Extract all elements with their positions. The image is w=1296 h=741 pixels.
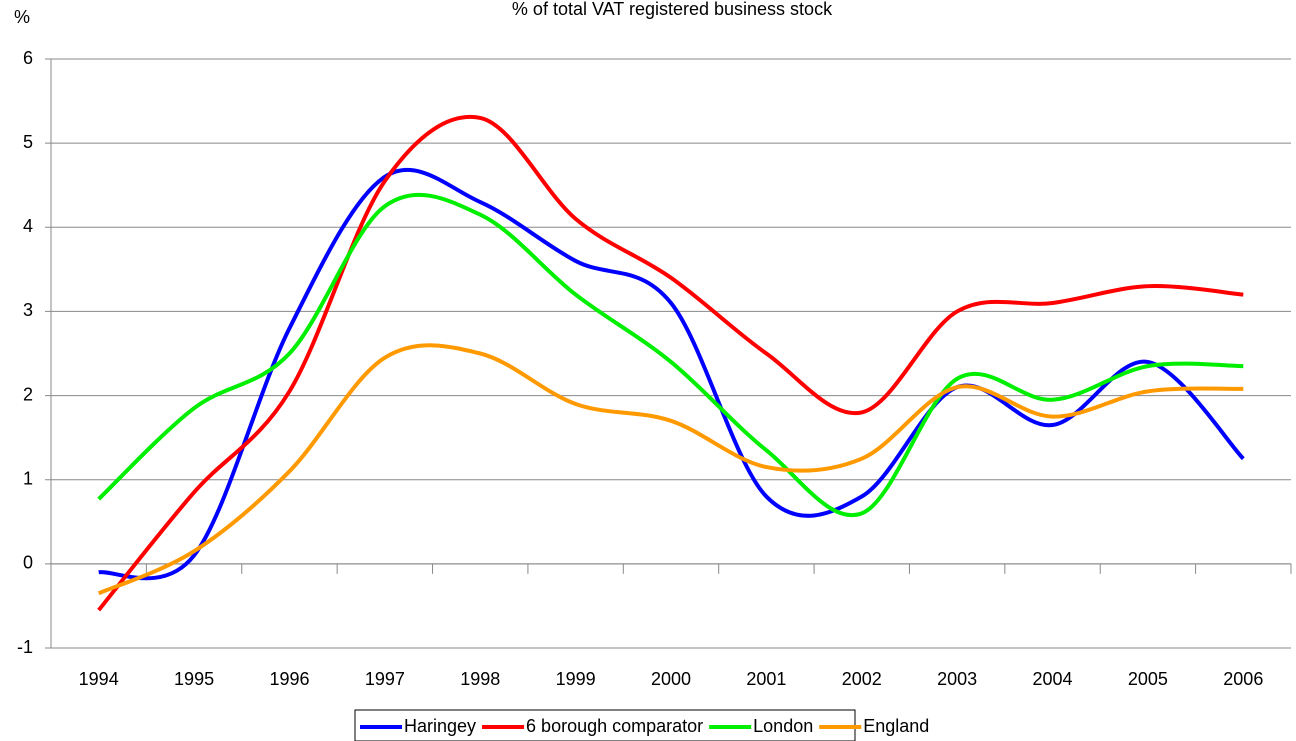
x-tick-label: 2003 — [937, 669, 977, 689]
y-tick-label: 1 — [23, 468, 33, 488]
line-series — [97, 114, 1244, 612]
x-tick-label: 2001 — [746, 669, 786, 689]
x-tick-label: 1999 — [556, 669, 596, 689]
y-tick-label: 6 — [23, 48, 33, 68]
legend-label: London — [753, 716, 813, 736]
line-series — [97, 192, 1244, 518]
legend — [354, 709, 856, 741]
chart-title: % of total VAT registered business stock — [512, 0, 833, 19]
x-tick-label: 2000 — [651, 669, 691, 689]
y-tick-label: 4 — [23, 216, 33, 236]
x-tick-label: 1997 — [365, 669, 405, 689]
line-series — [97, 343, 1244, 596]
x-tick-label: 2002 — [842, 669, 882, 689]
y-tick-label: 3 — [23, 300, 33, 320]
legend-label: 6 borough comparator — [526, 716, 703, 736]
y-tick-label: -1 — [17, 637, 33, 657]
legend-label: Haringey — [404, 716, 476, 736]
y-tick-label: 2 — [23, 384, 33, 404]
y-axis-label: % — [14, 7, 30, 27]
legend-label: England — [863, 716, 929, 736]
y-tick-label: 0 — [23, 553, 33, 573]
x-tick-label: 2005 — [1128, 669, 1168, 689]
x-tick-label: 2004 — [1033, 669, 1073, 689]
x-tick-label: 1998 — [460, 669, 500, 689]
x-tick-label: 2006 — [1223, 669, 1263, 689]
line-series — [98, 168, 1245, 581]
x-tick-label: 1996 — [269, 669, 309, 689]
y-tick-label: 5 — [23, 132, 33, 152]
x-tick-label: 1995 — [174, 669, 214, 689]
x-tick-label: 1994 — [79, 669, 119, 689]
